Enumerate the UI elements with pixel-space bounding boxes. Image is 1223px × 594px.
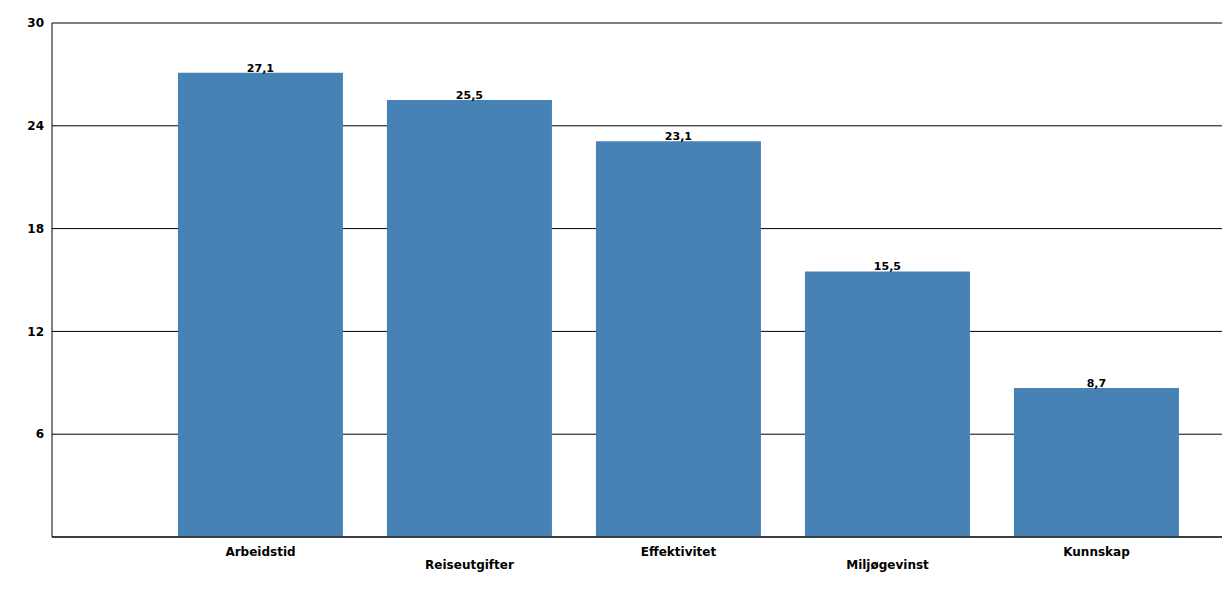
svg-text:27,1: 27,1 xyxy=(247,62,274,75)
svg-text:Arbeidstid: Arbeidstid xyxy=(225,545,295,559)
svg-text:15,5: 15,5 xyxy=(874,260,901,273)
svg-text:23,1: 23,1 xyxy=(665,130,692,143)
svg-text:6: 6 xyxy=(36,427,44,441)
svg-text:Reiseutgifter: Reiseutgifter xyxy=(425,558,514,572)
svg-text:25,5: 25,5 xyxy=(456,89,483,102)
svg-text:24: 24 xyxy=(27,119,44,133)
svg-text:8,7: 8,7 xyxy=(1087,377,1107,390)
svg-text:30: 30 xyxy=(27,16,44,30)
svg-text:Kunnskap: Kunnskap xyxy=(1063,545,1130,559)
svg-text:12: 12 xyxy=(27,325,44,339)
svg-text:Effektivitet: Effektivitet xyxy=(641,545,717,559)
svg-text:Miljøgevinst: Miljøgevinst xyxy=(846,558,929,572)
svg-text:18: 18 xyxy=(27,222,44,236)
